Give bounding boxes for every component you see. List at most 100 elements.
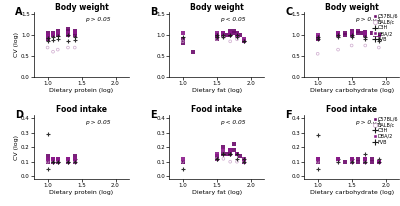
Point	[180, 40, 186, 43]
Point	[72, 29, 78, 33]
Point	[237, 34, 244, 37]
Point	[240, 160, 247, 163]
Point	[44, 154, 51, 158]
Point	[190, 50, 196, 53]
Point	[355, 160, 362, 163]
Point	[180, 160, 186, 163]
Point	[342, 160, 348, 163]
Point	[65, 40, 71, 43]
Title: Body weight: Body weight	[190, 3, 244, 12]
Point	[50, 34, 56, 37]
Point	[240, 38, 247, 41]
Point	[314, 34, 321, 37]
Point	[54, 31, 61, 35]
Point	[227, 31, 233, 35]
Point	[65, 29, 71, 33]
Point	[50, 39, 56, 42]
Point	[72, 157, 78, 160]
Point	[214, 157, 220, 160]
Point	[214, 153, 220, 156]
Point	[348, 157, 355, 160]
Point	[335, 48, 341, 51]
Point	[369, 160, 375, 163]
Point	[180, 167, 186, 171]
Point	[220, 153, 226, 156]
Text: p < 0.05: p < 0.05	[220, 17, 246, 22]
Point	[214, 36, 220, 39]
Point	[348, 160, 355, 163]
Point	[220, 148, 226, 152]
Point	[240, 160, 247, 163]
Point	[214, 38, 220, 41]
Point	[54, 34, 61, 38]
Point	[72, 36, 78, 39]
Point	[234, 157, 240, 160]
Point	[180, 42, 186, 45]
Y-axis label: CV (log): CV (log)	[14, 32, 19, 57]
Text: p > 0.05: p > 0.05	[356, 119, 381, 125]
Point	[372, 34, 379, 37]
X-axis label: Dietary carbohydrate (log): Dietary carbohydrate (log)	[310, 88, 394, 93]
Point	[240, 40, 247, 43]
Point	[227, 40, 233, 43]
Point	[72, 46, 78, 49]
Point	[369, 31, 375, 35]
X-axis label: Dietary protein (log): Dietary protein (log)	[50, 88, 114, 93]
Point	[214, 157, 220, 160]
Point	[227, 31, 233, 35]
Point	[214, 157, 220, 160]
Point	[234, 34, 240, 37]
Point	[227, 148, 233, 152]
Point	[314, 52, 321, 55]
Point	[44, 34, 51, 37]
Text: p < 0.05: p < 0.05	[220, 119, 246, 125]
Point	[314, 38, 321, 41]
Point	[54, 38, 61, 41]
Point	[220, 31, 226, 35]
Text: D: D	[15, 110, 23, 120]
Point	[72, 34, 78, 37]
Point	[214, 34, 220, 37]
Point	[348, 34, 355, 37]
Point	[72, 157, 78, 160]
Point	[180, 36, 186, 39]
Title: Food intake: Food intake	[326, 105, 377, 114]
Point	[314, 157, 321, 160]
Text: E: E	[150, 110, 157, 120]
Point	[335, 157, 341, 160]
Point	[335, 157, 341, 160]
Point	[227, 153, 233, 156]
Point	[362, 31, 368, 35]
Point	[348, 36, 355, 39]
Text: p > 0.05: p > 0.05	[85, 17, 111, 22]
Point	[376, 34, 382, 37]
Point	[240, 38, 247, 41]
Point	[214, 36, 220, 39]
Point	[44, 38, 51, 41]
Point	[234, 160, 240, 163]
Point	[342, 34, 348, 37]
Point	[335, 34, 341, 37]
Point	[50, 160, 56, 163]
Point	[65, 157, 71, 160]
Point	[240, 40, 247, 43]
X-axis label: Dietary fat (log): Dietary fat (log)	[192, 88, 242, 93]
Point	[227, 34, 233, 37]
Point	[44, 160, 51, 163]
Point	[230, 29, 237, 33]
Point	[348, 160, 355, 163]
X-axis label: Dietary fat (log): Dietary fat (log)	[192, 191, 242, 195]
Point	[376, 160, 382, 163]
Point	[65, 27, 71, 30]
Point	[72, 30, 78, 33]
Point	[214, 157, 220, 160]
Point	[54, 157, 61, 160]
Point	[72, 30, 78, 33]
Point	[376, 160, 382, 163]
Point	[180, 38, 186, 41]
Point	[54, 160, 61, 163]
Point	[44, 157, 51, 160]
Point	[362, 160, 368, 163]
Point	[362, 34, 368, 37]
Point	[348, 31, 355, 35]
